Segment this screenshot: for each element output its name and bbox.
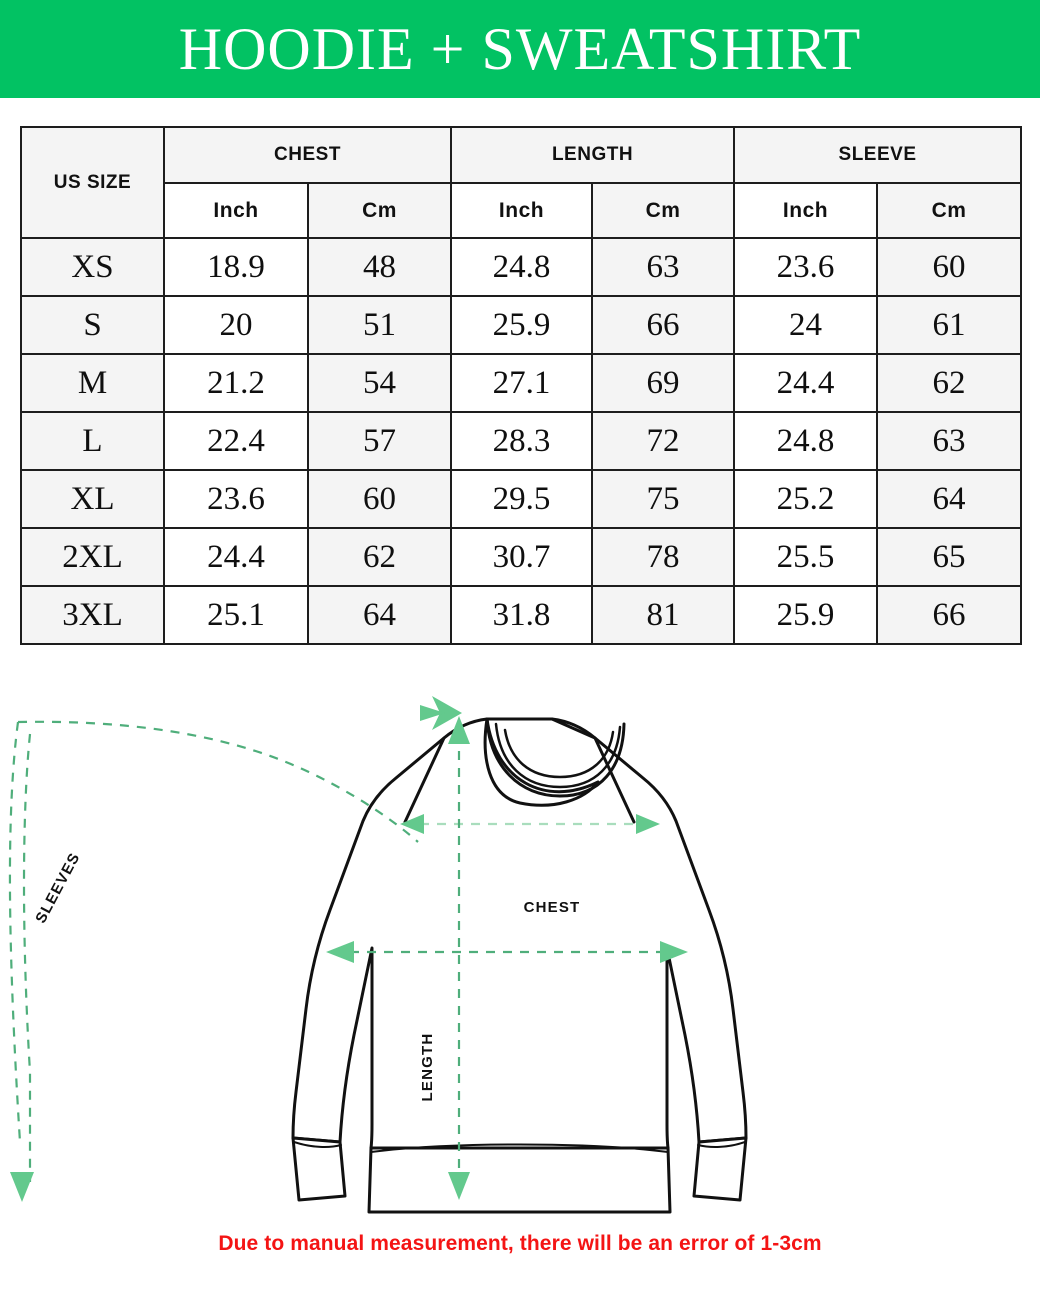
- unit-header-sleeve-cm: Cm: [876, 182, 1023, 239]
- garment-diagram: CHEST LENGTH SLEEVES: [0, 672, 1040, 1232]
- chest-arrow-left: [326, 941, 354, 963]
- cell-size: 2XL: [20, 527, 165, 587]
- cell-size: XS: [20, 237, 165, 297]
- cell-sleeve-cm: 64: [876, 469, 1023, 529]
- cell-length-cm: 78: [590, 527, 736, 587]
- unit-header-chest-inch: Inch: [163, 182, 309, 239]
- cell-sleeve-in: 23.6: [733, 237, 879, 297]
- sleeve-arrow-head: [420, 696, 462, 730]
- cell-sleeve-in: 24.4: [733, 353, 879, 413]
- table-row: S 20 51 25.9 66 24 61: [20, 295, 1023, 355]
- cell-sleeve-cm: 62: [876, 353, 1023, 413]
- cell-sleeve-cm: 60: [876, 237, 1023, 297]
- cell-chest-in: 21.2: [163, 353, 309, 413]
- header-banner: HOODIE + SWEATSHIRT: [0, 0, 1040, 98]
- cell-length-in: 30.7: [450, 527, 593, 587]
- cell-chest-cm: 51: [307, 295, 452, 355]
- cell-length-in: 27.1: [450, 353, 593, 413]
- unit-header-length-inch: Inch: [450, 182, 593, 239]
- cell-length-in: 31.8: [450, 585, 593, 645]
- unit-header-sleeve-inch: Inch: [733, 182, 879, 239]
- chest-label: CHEST: [524, 899, 581, 916]
- sweatshirt-outline: [291, 717, 748, 1214]
- table-row: 3XL 25.1 64 31.8 81 25.9 66: [20, 585, 1023, 645]
- cell-sleeve-cm: 63: [876, 411, 1023, 471]
- cell-sleeve-in: 25.5: [733, 527, 879, 587]
- cell-chest-cm: 60: [307, 469, 452, 529]
- cell-length-in: 25.9: [450, 295, 593, 355]
- cell-length-cm: 63: [590, 237, 736, 297]
- cell-length-in: 29.5: [450, 469, 593, 529]
- chest-arrow-right: [660, 941, 688, 963]
- shoulder-arrow-right: [636, 814, 660, 834]
- cell-sleeve-in: 25.9: [733, 585, 879, 645]
- size-chart-table: US SIZE CHEST LENGTH SLEEVE Inch Cm Inch…: [20, 126, 1023, 645]
- cell-sleeve-cm: 61: [876, 295, 1023, 355]
- cell-chest-cm: 64: [307, 585, 452, 645]
- cell-chest-cm: 48: [307, 237, 452, 297]
- cell-sleeve-in: 24: [733, 295, 879, 355]
- page-title: HOODIE + SWEATSHIRT: [178, 16, 862, 82]
- sleeves-label: SLEEVES: [32, 850, 83, 926]
- length-label: LENGTH: [419, 1033, 436, 1102]
- sleeve-arrow-bottom: [10, 1172, 34, 1202]
- cell-length-in: 28.3: [450, 411, 593, 471]
- col-header-sleeve: SLEEVE: [733, 126, 1023, 184]
- cell-chest-in: 18.9: [163, 237, 309, 297]
- shoulder-arrow-left: [400, 814, 424, 834]
- cell-size: M: [20, 353, 165, 413]
- table-row: XL 23.6 60 29.5 75 25.2 64: [20, 469, 1023, 529]
- table-row: 2XL 24.4 62 30.7 78 25.5 65: [20, 527, 1023, 587]
- unit-header-length-cm: Cm: [590, 182, 736, 239]
- cell-chest-in: 20: [163, 295, 309, 355]
- col-header-us-size: US SIZE: [20, 126, 165, 239]
- cell-size: S: [20, 295, 165, 355]
- measurement-disclaimer: Due to manual measurement, there will be…: [218, 1232, 822, 1255]
- col-header-chest: CHEST: [163, 126, 452, 184]
- sleeve-measure-guide: [8, 720, 419, 1182]
- unit-header-chest-cm: Cm: [307, 182, 452, 239]
- cell-length-in: 24.8: [450, 237, 593, 297]
- table-row: XS 18.9 48 24.8 63 23.6 60: [20, 237, 1023, 297]
- cell-sleeve-cm: 66: [876, 585, 1023, 645]
- cell-length-cm: 69: [590, 353, 736, 413]
- cell-chest-in: 22.4: [163, 411, 309, 471]
- cell-length-cm: 66: [590, 295, 736, 355]
- col-header-length: LENGTH: [449, 126, 736, 184]
- table-row: M 21.2 54 27.1 69 24.4 62: [20, 353, 1023, 413]
- length-arrow-top: [448, 716, 470, 744]
- table-unit-header-row: Inch Cm Inch Cm Inch Cm: [21, 182, 1023, 239]
- cell-length-cm: 75: [590, 469, 736, 529]
- table-head: US SIZE CHEST LENGTH SLEEVE Inch Cm Inch…: [20, 126, 1023, 239]
- cell-length-cm: 81: [590, 585, 736, 645]
- cell-sleeve-in: 24.8: [733, 411, 879, 471]
- cell-size: 3XL: [20, 585, 165, 645]
- cell-chest-in: 25.1: [163, 585, 309, 645]
- cell-size: XL: [20, 469, 165, 529]
- cell-length-cm: 72: [590, 411, 736, 471]
- cell-sleeve-cm: 65: [876, 527, 1023, 587]
- cell-chest-cm: 57: [307, 411, 452, 471]
- cell-chest-in: 24.4: [163, 527, 309, 587]
- cell-size: L: [20, 411, 165, 471]
- cell-chest-in: 23.6: [163, 469, 309, 529]
- cell-chest-cm: 62: [307, 527, 452, 587]
- length-arrow-bottom: [448, 1172, 470, 1200]
- size-chart-table-container: US SIZE CHEST LENGTH SLEEVE Inch Cm Inch…: [20, 126, 1023, 645]
- table-body: XS 18.9 48 24.8 63 23.6 60 S 20 51 25.9 66 24 61 M 21.2…: [20, 237, 1023, 645]
- table-row: L 22.4 57 28.3 72 24.8 63: [20, 411, 1023, 471]
- table-group-header-row: US SIZE CHEST LENGTH SLEEVE: [20, 126, 1023, 239]
- cell-chest-cm: 54: [307, 353, 452, 413]
- cell-sleeve-in: 25.2: [733, 469, 879, 529]
